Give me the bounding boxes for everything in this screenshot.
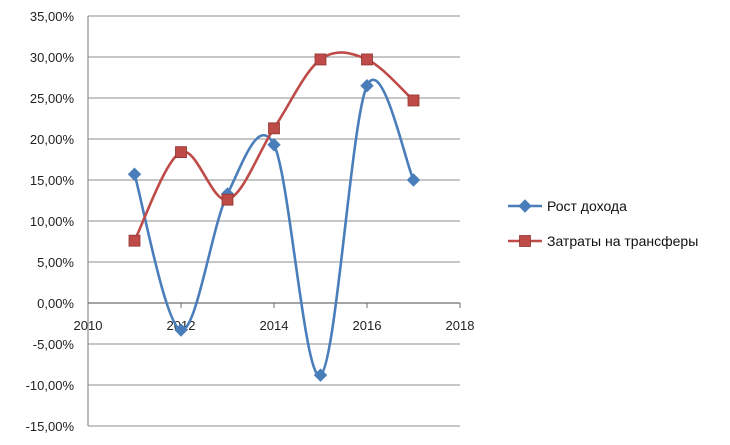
data-point: [314, 53, 327, 66]
y-tick-label: 10,00%: [30, 214, 75, 229]
data-point: [175, 146, 187, 159]
data-point: [407, 94, 420, 107]
data-point: [268, 122, 280, 135]
data-point: [360, 78, 374, 93]
series: [127, 51, 421, 382]
y-tick-label: 15,00%: [30, 173, 75, 188]
data-point: [267, 138, 281, 152]
gridlines: [88, 15, 460, 427]
y-tick-label: 5,00%: [37, 255, 74, 270]
x-tick-label: 2010: [74, 318, 103, 333]
y-tick-label: 20,00%: [30, 132, 75, 147]
y-tick-label: -5,00%: [33, 337, 75, 352]
legend-label: Рост дохода: [547, 198, 627, 214]
y-tick-label: 0,00%: [37, 296, 74, 311]
y-tick-label: -10,00%: [26, 378, 75, 393]
y-tick-label: 35,00%: [30, 9, 75, 24]
y-tick-label: -15,00%: [26, 419, 75, 434]
x-tick-label: 2018: [446, 318, 475, 333]
series-0: [127, 78, 421, 382]
data-point: [361, 53, 373, 66]
data-point: [221, 193, 234, 206]
legend-item: Рост дохода: [508, 198, 627, 214]
legend-marker: [518, 199, 532, 213]
legend-marker: [519, 235, 531, 247]
series-1: [128, 51, 420, 247]
legend: Рост дохода Затраты на трансферы: [508, 198, 698, 249]
axes: [87, 16, 461, 426]
data-point: [128, 234, 141, 247]
y-tick-label: 25,00%: [30, 91, 75, 106]
legend-item: Затраты на трансферы: [508, 233, 698, 249]
y-tick-label: 30,00%: [30, 50, 75, 65]
x-tick-label: 2014: [260, 318, 289, 333]
data-point: [174, 323, 188, 337]
data-point: [127, 167, 142, 181]
data-point: [406, 173, 421, 187]
legend-label: Затраты на трансферы: [547, 233, 698, 249]
data-point: [313, 368, 328, 382]
x-tick-label: 2016: [353, 318, 382, 333]
